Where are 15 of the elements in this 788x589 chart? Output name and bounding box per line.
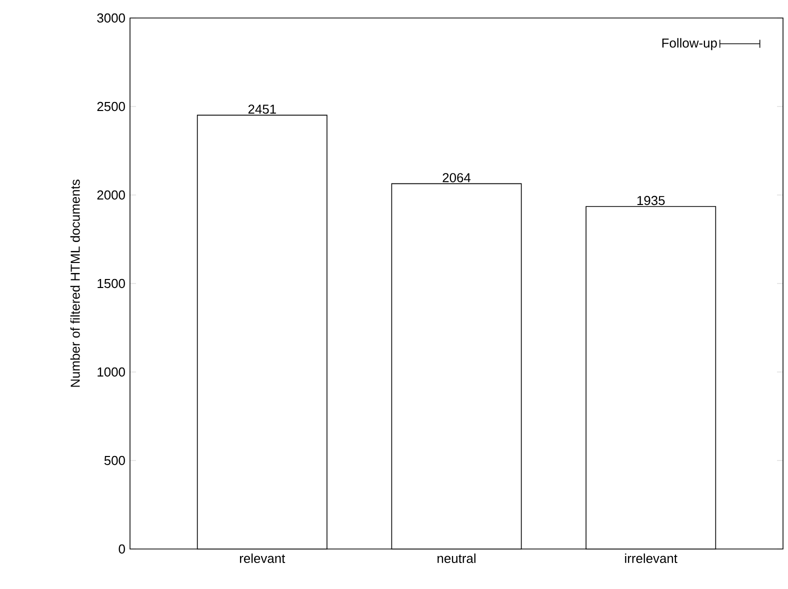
y-tick-label: 1000 bbox=[98, 367, 125, 377]
y-tick-label: 2500 bbox=[97, 102, 125, 112]
y-tick-label: 3000 bbox=[97, 13, 125, 23]
y-tick-label: 1500 bbox=[98, 278, 125, 288]
y-tick-label: 0 bbox=[118, 544, 125, 554]
data-label: 2451 bbox=[248, 104, 276, 114]
data-label: 2064 bbox=[442, 173, 471, 182]
y-axis-title: Number of filtered HTML documents bbox=[70, 180, 80, 387]
data-label: 1935 bbox=[637, 196, 665, 206]
x-tick-label: relevant bbox=[240, 554, 286, 564]
x-tick-label: irrelevant bbox=[625, 554, 678, 564]
y-tick-label: 500 bbox=[104, 456, 125, 466]
x-tick-label: neutral bbox=[438, 554, 476, 564]
y-tick-label: 2000 bbox=[97, 190, 125, 200]
legend-label: Follow-up bbox=[662, 38, 717, 50]
